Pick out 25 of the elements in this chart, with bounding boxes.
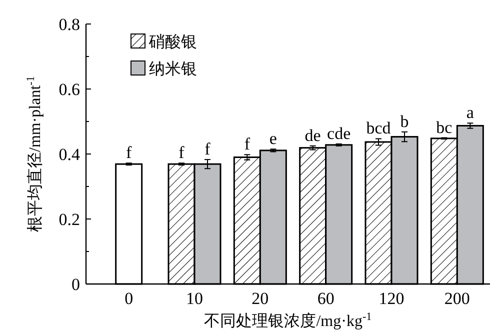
x-tick-label: 120 (378, 289, 404, 308)
annotation: f (126, 143, 132, 162)
y-tick-label: 0 (72, 275, 80, 294)
x-tick-label: 10 (186, 289, 203, 308)
legend-label: 纳米银 (149, 60, 197, 78)
annotation: bc (436, 118, 453, 137)
x-tick-label: 0 (124, 289, 134, 308)
legend-label: 硝酸银 (148, 33, 197, 51)
x-tick-label: 20 (252, 289, 269, 308)
x-tick-label: 200 (444, 289, 470, 308)
annotation: cde (327, 124, 351, 143)
y-tick-label: 0.2 (58, 210, 80, 229)
y-tick-label: 0.4 (58, 145, 80, 164)
annotation: f (204, 140, 211, 159)
y-tick-label: 0.8 (58, 15, 80, 34)
annotation: a (466, 103, 474, 122)
y-tick-label: 0.6 (58, 80, 80, 99)
annotation: bcd (366, 118, 392, 138)
annotation: f (178, 143, 185, 162)
x-axis-title: 不同处理银浓度/mg·kg$^{-1}$ (204, 311, 372, 330)
annotation: e (269, 129, 277, 148)
annotation: b (400, 112, 409, 131)
x-tick-label: 60 (317, 289, 334, 308)
annotation: de (304, 126, 321, 145)
annotation: f (244, 134, 250, 154)
